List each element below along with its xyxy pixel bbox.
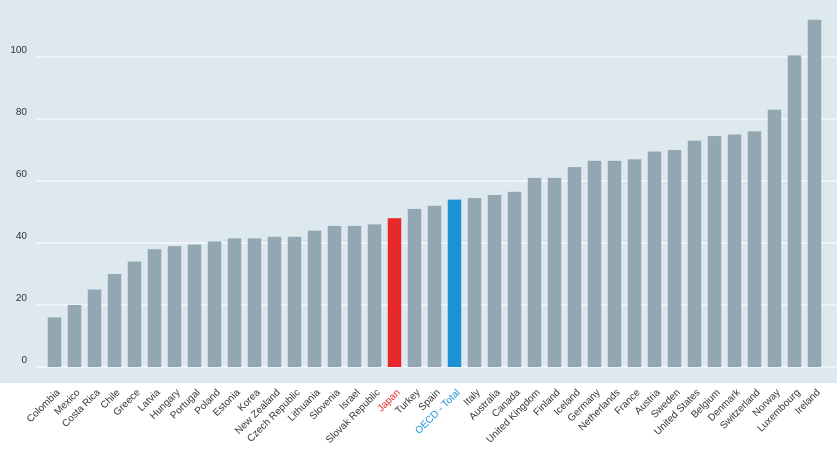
bar-greece [127, 261, 142, 367]
bar-oecd-total [447, 199, 462, 367]
bar-israel [347, 225, 362, 367]
bar-costa-rica [87, 289, 102, 367]
bar-belgium [707, 136, 722, 367]
y-tick-label: 80 [16, 107, 28, 118]
bar-new-zealand [267, 236, 282, 367]
bar-germany [587, 160, 602, 367]
bar-netherlands [607, 160, 622, 367]
bar-ireland [807, 19, 822, 368]
y-tick-label: 20 [16, 293, 28, 304]
bar-mexico [67, 305, 82, 367]
y-axis-ticks: 0 20 40 60 80 100 [10, 45, 27, 366]
bar-canada [507, 191, 522, 367]
bar-turkey [407, 208, 422, 367]
bar-slovenia [327, 225, 342, 367]
bar-united-kingdom [527, 177, 542, 367]
bar-spain [427, 205, 442, 367]
bar-japan [387, 218, 402, 367]
bar-luxembourg [787, 55, 802, 367]
bar-switzerland [747, 131, 762, 367]
y-tick-label: 0 [21, 355, 27, 366]
bar-hungary [167, 246, 182, 367]
bar-chile [107, 274, 122, 367]
bar-korea [247, 238, 262, 367]
bar-norway [767, 109, 782, 367]
bars [47, 19, 822, 368]
bar-estonia [227, 238, 242, 367]
bar-italy [467, 198, 482, 367]
bar-sweden [667, 150, 682, 367]
y-tick-label: 100 [10, 45, 27, 56]
bar-finland [547, 177, 562, 367]
bar-australia [487, 194, 502, 367]
y-tick-label: 60 [16, 169, 28, 180]
bar-colombia [47, 317, 62, 367]
bar-slovak-republic [367, 224, 382, 367]
y-tick-label: 40 [16, 231, 28, 242]
bar-austria [647, 151, 662, 367]
bar-united-states [687, 140, 702, 367]
bar-france [627, 159, 642, 367]
bar-lithuania [307, 230, 322, 367]
bar-portugal [187, 244, 202, 367]
bar-denmark [727, 134, 742, 367]
bar-iceland [567, 167, 582, 367]
bar-czech-republic [287, 236, 302, 367]
bar-poland [207, 241, 222, 367]
bar-latvia [147, 249, 162, 367]
